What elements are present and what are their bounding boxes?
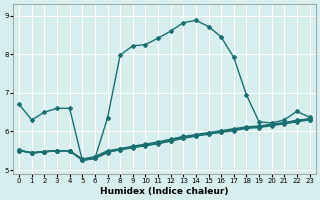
X-axis label: Humidex (Indice chaleur): Humidex (Indice chaleur): [100, 187, 228, 196]
